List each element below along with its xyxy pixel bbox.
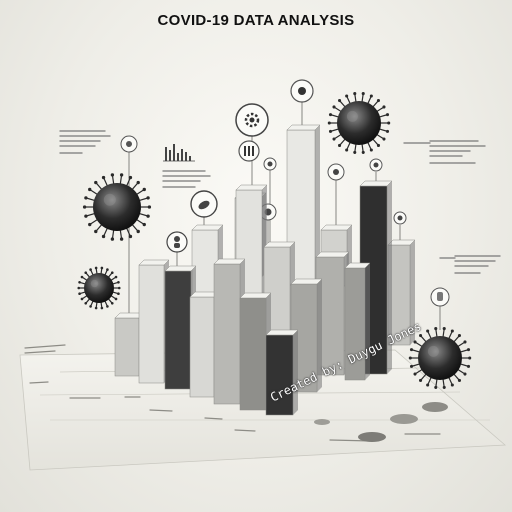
- page-title: COVID-19 DATA ANALYSIS: [157, 12, 355, 29]
- virus-icon: [82, 173, 152, 241]
- lab-icon: [238, 140, 260, 162]
- bar: [191, 224, 224, 301]
- annotation-left-top: [59, 130, 111, 154]
- dot-icon: [393, 211, 407, 225]
- person-icon: [166, 231, 188, 253]
- annotation-texts: [59, 130, 501, 274]
- virus-illustrations: [77, 92, 472, 389]
- dot-icon: [369, 158, 383, 172]
- gear-icon: [235, 103, 269, 137]
- annotation-center-left: [162, 170, 211, 188]
- circle-icons: [120, 79, 450, 307]
- dot-icon: [263, 157, 277, 171]
- bar: [387, 239, 416, 346]
- isometric-bars: [114, 124, 416, 416]
- virus-icon: [77, 266, 121, 310]
- dot-icon: [327, 163, 345, 181]
- virus-icon: [327, 92, 391, 154]
- lightbulb-icon: [430, 287, 450, 307]
- marker-icon: [120, 135, 138, 153]
- annotation-right-top: [429, 140, 486, 164]
- mini-chart-icon: [163, 144, 195, 162]
- bar: [265, 329, 299, 416]
- virus-mini-icon: [290, 79, 314, 103]
- bar: [239, 292, 272, 411]
- virus-icon: [408, 327, 472, 389]
- bar: [138, 259, 170, 384]
- bar: [344, 262, 371, 381]
- annotation-right-mid: [454, 255, 501, 274]
- pill-icon: [190, 190, 218, 218]
